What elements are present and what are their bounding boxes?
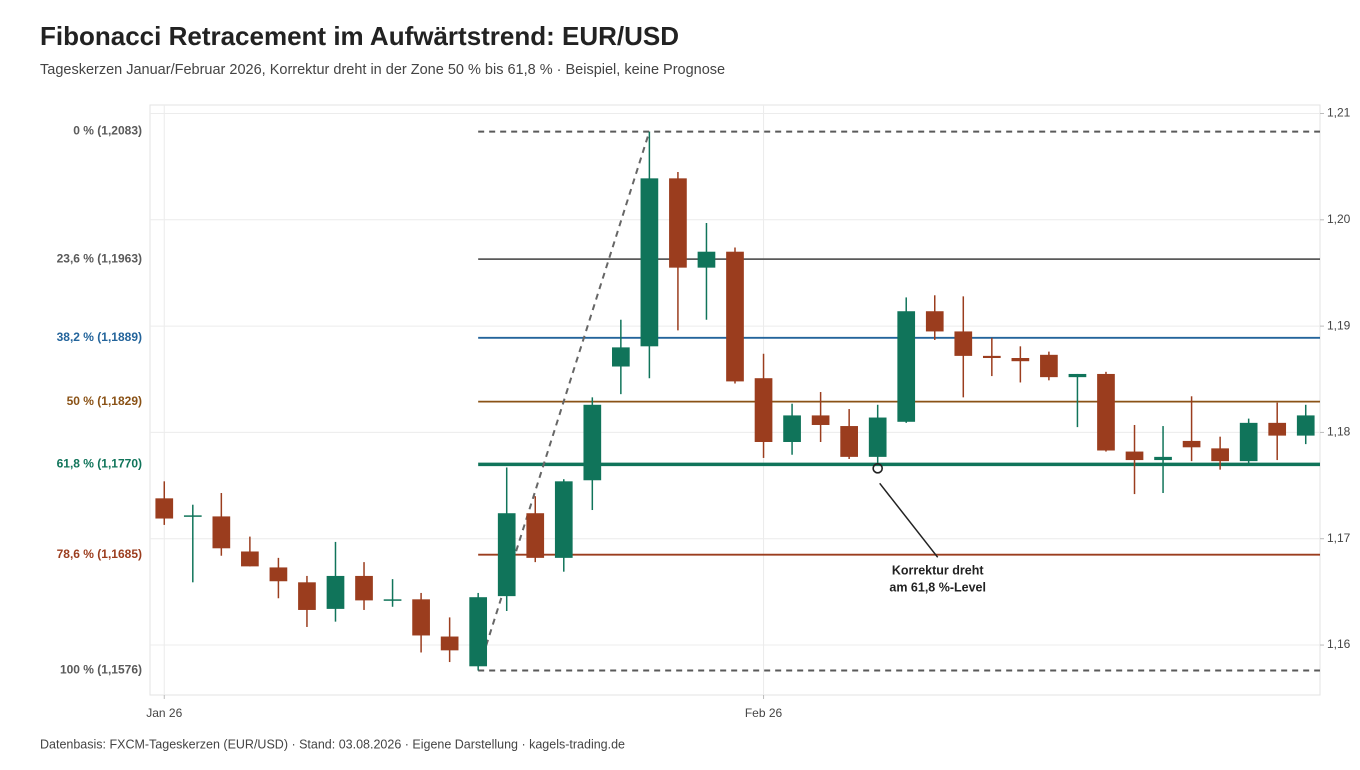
footer: Datenbasis: FXCM-Tageskerzen (EUR/USD) ·… xyxy=(40,737,625,751)
x-tick-label: Jan 26 xyxy=(146,706,182,720)
candle-body xyxy=(241,551,259,567)
annotation-text: Korrektur dreht xyxy=(892,564,985,578)
candle-body xyxy=(640,178,659,347)
plot-border xyxy=(149,104,1321,696)
candle-body xyxy=(526,513,545,558)
candle-body xyxy=(298,582,316,610)
candle-body xyxy=(1068,373,1087,378)
y-tick-label: 1,21 xyxy=(1327,106,1351,120)
candle-body xyxy=(1296,415,1315,436)
fib-label: 100 % (1,1576) xyxy=(60,663,142,677)
fib-label: 78,6 % (1,1685) xyxy=(57,547,142,561)
candle-body xyxy=(212,516,231,549)
y-tick-label: 1,17 xyxy=(1327,531,1351,545)
candle-body xyxy=(925,311,944,332)
fib-label: 61,8 % (1,1770) xyxy=(57,456,142,470)
candle-body xyxy=(811,415,830,425)
candle-body xyxy=(612,347,630,367)
candle-body xyxy=(326,575,345,609)
candle-body xyxy=(554,481,573,558)
candle-body xyxy=(868,417,887,457)
candle-body xyxy=(412,599,430,636)
fib-label: 0 % (1,2083) xyxy=(73,124,142,138)
chart-subtitle: Tageskerzen Januar/Februar 2026, Korrekt… xyxy=(40,62,725,78)
candle-body xyxy=(1268,422,1287,436)
annotation-point xyxy=(872,463,883,474)
candle-body xyxy=(1097,373,1115,451)
candle-body xyxy=(440,636,459,651)
candle-body xyxy=(669,178,687,268)
candle-body xyxy=(754,378,773,442)
candle-body xyxy=(383,599,402,601)
candle-body xyxy=(783,415,801,442)
y-tick-label: 1,20 xyxy=(1327,212,1351,226)
candle-body xyxy=(1182,440,1201,448)
candle-body xyxy=(355,575,373,601)
candle-body xyxy=(155,498,174,519)
candle-body xyxy=(840,426,858,457)
candle-body xyxy=(1040,354,1058,378)
candle-body xyxy=(726,251,744,382)
candle-body xyxy=(1125,451,1144,461)
y-tick-label: 1,18 xyxy=(1327,425,1351,439)
candle-body xyxy=(1211,448,1229,462)
chart-title: Fibonacci Retracement im Aufwärtstrend: … xyxy=(40,21,679,51)
fib-label: 50 % (1,1829) xyxy=(67,394,142,408)
candle-body xyxy=(269,567,288,582)
x-tick-label: Feb 26 xyxy=(745,706,783,720)
candle-body xyxy=(697,251,716,268)
fib-label: 23,6 % (1,1963) xyxy=(57,251,142,265)
annotation-text: am 61,8 %-Level xyxy=(889,581,986,595)
candle-body xyxy=(954,331,973,356)
candle-body xyxy=(583,404,602,481)
annotation-arrow xyxy=(879,482,939,558)
candle-body xyxy=(1011,358,1030,362)
candle-body xyxy=(469,597,488,667)
y-tick-label: 1,19 xyxy=(1327,318,1351,332)
candle-body xyxy=(497,513,516,597)
candle-body xyxy=(982,355,1001,359)
y-tick-label: 1,16 xyxy=(1327,637,1351,651)
fib-label: 38,2 % (1,1889) xyxy=(57,330,142,344)
candle-body xyxy=(1239,422,1258,462)
candle-body xyxy=(183,515,202,517)
candle-body xyxy=(897,311,916,422)
candle-body xyxy=(1154,456,1172,461)
